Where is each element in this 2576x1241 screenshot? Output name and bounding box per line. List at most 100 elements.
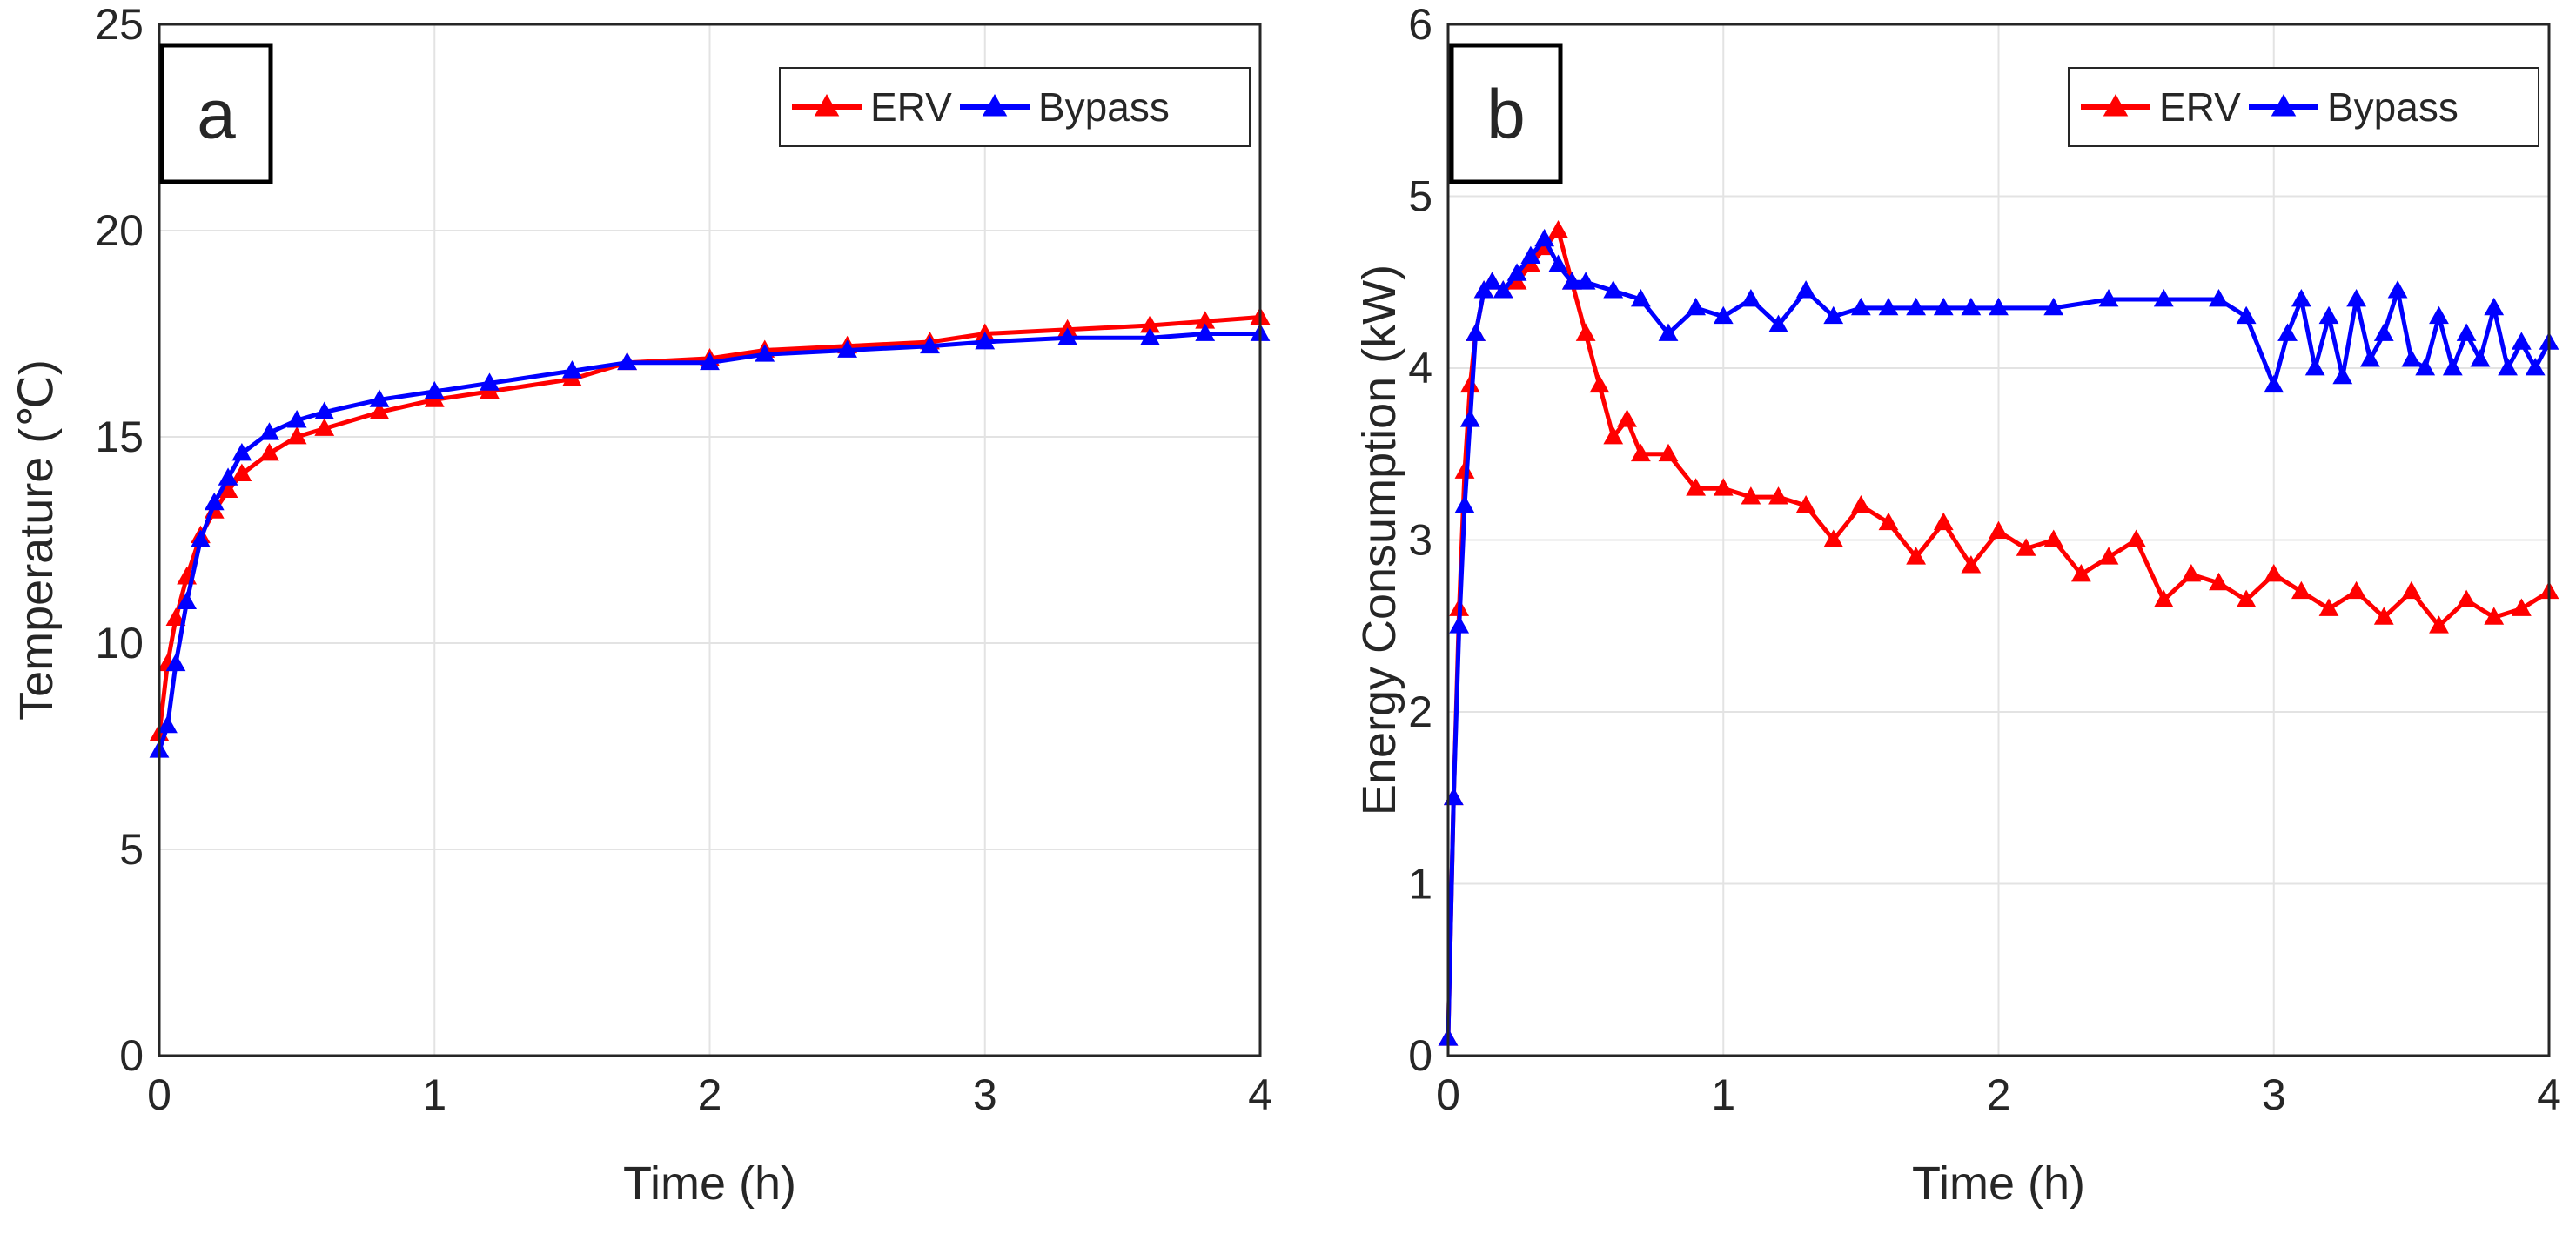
axes-frame bbox=[1446, 23, 2551, 1057]
y-tick-label: 10 bbox=[95, 619, 144, 667]
y-tick-label: 1 bbox=[1408, 860, 1432, 909]
data-point-bypass bbox=[2346, 289, 2367, 307]
data-point-erv bbox=[1741, 486, 1761, 505]
data-point-bypass bbox=[2304, 358, 2325, 376]
data-point-erv bbox=[2181, 564, 2202, 582]
data-point-bypass bbox=[1850, 297, 1871, 316]
data-point-erv bbox=[314, 418, 335, 436]
x-tick-label: 1 bbox=[422, 1070, 446, 1119]
data-point-erv bbox=[2043, 529, 2064, 547]
data-point-bypass bbox=[1713, 305, 1734, 325]
data-point-erv bbox=[165, 607, 186, 626]
data-point-bypass bbox=[2332, 366, 2353, 385]
data-point-bypass bbox=[1658, 323, 1679, 341]
legend-label-bypass: Bypass bbox=[1038, 84, 1170, 130]
x-tick-label: 4 bbox=[1248, 1070, 1272, 1119]
data-point-erv bbox=[286, 426, 307, 445]
y-tick-label: 6 bbox=[1408, 0, 1432, 49]
data-point-bypass bbox=[1506, 263, 1527, 281]
data-point-erv bbox=[1548, 220, 1568, 238]
data-point-erv bbox=[1140, 315, 1160, 333]
x-tick-label: 3 bbox=[973, 1070, 997, 1119]
data-point-bypass bbox=[1989, 297, 2009, 316]
data-point-erv bbox=[231, 463, 252, 482]
data-point-bypass bbox=[2277, 323, 2298, 341]
data-point-bypass bbox=[2429, 305, 2449, 325]
axes-frame bbox=[158, 23, 1262, 1057]
data-point-erv bbox=[2153, 589, 2174, 608]
x-tick-label: 2 bbox=[1987, 1070, 2011, 1119]
panel-a: 0 1 2 3 4 0 5 10 15 20 25 Time (h) Temperature (℃) a E… bbox=[10, 0, 1272, 1210]
data-point-bypass bbox=[700, 352, 720, 371]
data-point-bypass bbox=[1933, 297, 1954, 316]
data-point-erv bbox=[369, 401, 390, 419]
data-point-bypass bbox=[286, 410, 307, 428]
y-tick-label: 5 bbox=[1408, 172, 1432, 221]
panel-label: b bbox=[1486, 76, 1526, 153]
x-axis-label: Time (h) bbox=[1912, 1157, 2085, 1210]
data-point-bypass bbox=[1906, 297, 1927, 316]
data-point-erv bbox=[2401, 580, 2422, 600]
data-point-bypass bbox=[1140, 327, 1160, 345]
data-point-erv bbox=[2429, 615, 2449, 634]
x-tick-label: 1 bbox=[1711, 1070, 1735, 1119]
data-point-erv bbox=[2264, 564, 2284, 582]
data-point-bypass bbox=[2043, 297, 2064, 316]
y-axis-label: Energy Consumption (kW) bbox=[1353, 265, 1405, 815]
data-point-erv bbox=[2511, 598, 2532, 616]
data-point-bypass bbox=[218, 467, 238, 486]
legend-marker-erv bbox=[2103, 94, 2129, 117]
data-point-bypass bbox=[1482, 272, 1502, 290]
legend-label-erv: ERV bbox=[2159, 84, 2241, 130]
data-point-bypass bbox=[2387, 280, 2408, 299]
data-point-bypass bbox=[259, 422, 279, 440]
data-point-erv bbox=[2346, 580, 2367, 600]
data-point-erv bbox=[1575, 323, 1596, 341]
y-axis-label: Temperature (℃) bbox=[10, 359, 63, 721]
data-point-bypass bbox=[2291, 289, 2311, 307]
data-point-bypass bbox=[1630, 289, 1651, 307]
data-point-bypass bbox=[2264, 374, 2284, 393]
data-point-bypass bbox=[1454, 495, 1475, 513]
data-point-erv bbox=[1823, 529, 1844, 547]
data-point-erv bbox=[1850, 495, 1871, 513]
data-point-bypass bbox=[1534, 228, 1555, 247]
data-point-bypass bbox=[314, 401, 335, 419]
data-point-erv bbox=[1933, 512, 1954, 531]
data-point-bypass bbox=[2153, 289, 2174, 307]
data-point-bypass bbox=[2442, 358, 2463, 376]
y-tick-label: 5 bbox=[119, 825, 144, 874]
legend-marker-erv bbox=[814, 94, 840, 117]
data-point-bypass bbox=[1520, 245, 1541, 265]
data-point-erv bbox=[2318, 598, 2339, 616]
x-tick-label: 4 bbox=[2537, 1070, 2561, 1119]
panel-label-box bbox=[1449, 43, 1563, 184]
data-point-erv bbox=[1961, 555, 1982, 574]
data-point-bypass bbox=[1548, 254, 1568, 272]
data-point-bypass bbox=[2209, 289, 2229, 307]
legend-label-erv: ERV bbox=[870, 84, 952, 130]
data-point-bypass bbox=[755, 344, 775, 362]
data-point-bypass bbox=[1575, 272, 1596, 290]
data-point-erv bbox=[1906, 547, 1927, 565]
data-point-bypass bbox=[2401, 349, 2422, 367]
data-point-erv bbox=[2126, 529, 2147, 547]
data-point-bypass bbox=[1961, 297, 1982, 316]
data-point-erv bbox=[2070, 564, 2091, 582]
data-point-erv bbox=[2291, 580, 2311, 600]
data-point-bypass bbox=[920, 335, 940, 354]
data-point-erv bbox=[2456, 589, 2477, 608]
x-axis-label: Time (h) bbox=[623, 1157, 796, 1210]
x-tick-label: 0 bbox=[1436, 1070, 1460, 1119]
data-point-erv bbox=[2098, 547, 2119, 565]
y-tick-label: 15 bbox=[95, 413, 144, 461]
panel-label: a bbox=[197, 76, 236, 153]
y-tick-label: 20 bbox=[95, 206, 144, 255]
data-point-bypass bbox=[2318, 305, 2339, 325]
y-tick-label: 0 bbox=[1408, 1031, 1432, 1080]
data-point-erv bbox=[218, 480, 238, 499]
data-point-bypass bbox=[1459, 409, 1480, 427]
y-tick-label: 0 bbox=[119, 1031, 144, 1080]
data-point-bypass bbox=[2415, 358, 2436, 376]
data-point-bypass bbox=[158, 714, 178, 734]
